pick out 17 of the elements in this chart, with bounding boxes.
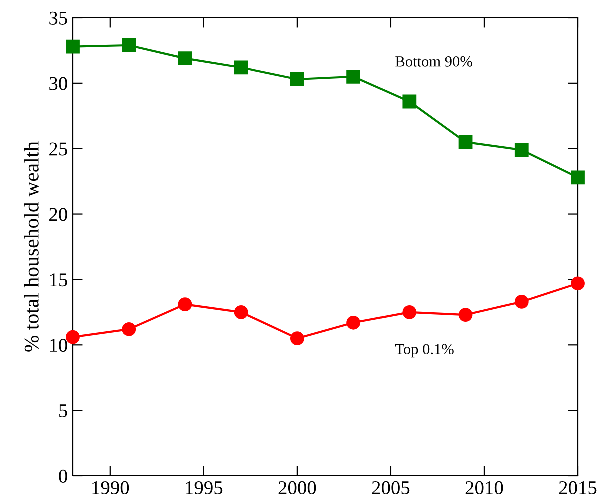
x-tick-label: 2000 xyxy=(278,481,316,495)
y-tick-label: 25 xyxy=(50,142,68,156)
y-axis-title: % total household wealth xyxy=(24,142,39,352)
y-tick-label: 15 xyxy=(50,274,68,287)
x-tick-label: 2015 xyxy=(559,481,597,495)
y-tick-label: 0 xyxy=(59,470,68,483)
x-tick-label: 2010 xyxy=(466,481,504,495)
series-label: Bottom 90% xyxy=(396,56,472,67)
y-tick-label: 35 xyxy=(50,12,68,25)
series-label: Top 0.1% xyxy=(396,344,454,358)
x-tick-label: 2005 xyxy=(372,481,410,495)
y-tick-label: 10 xyxy=(50,338,68,352)
x-tick-label: 1990 xyxy=(92,481,130,495)
y-tick-label: 20 xyxy=(50,208,68,222)
x-tick-label: 1995 xyxy=(186,481,223,495)
y-tick-label: 30 xyxy=(50,77,68,90)
y-tick-label: 5 xyxy=(60,404,68,418)
